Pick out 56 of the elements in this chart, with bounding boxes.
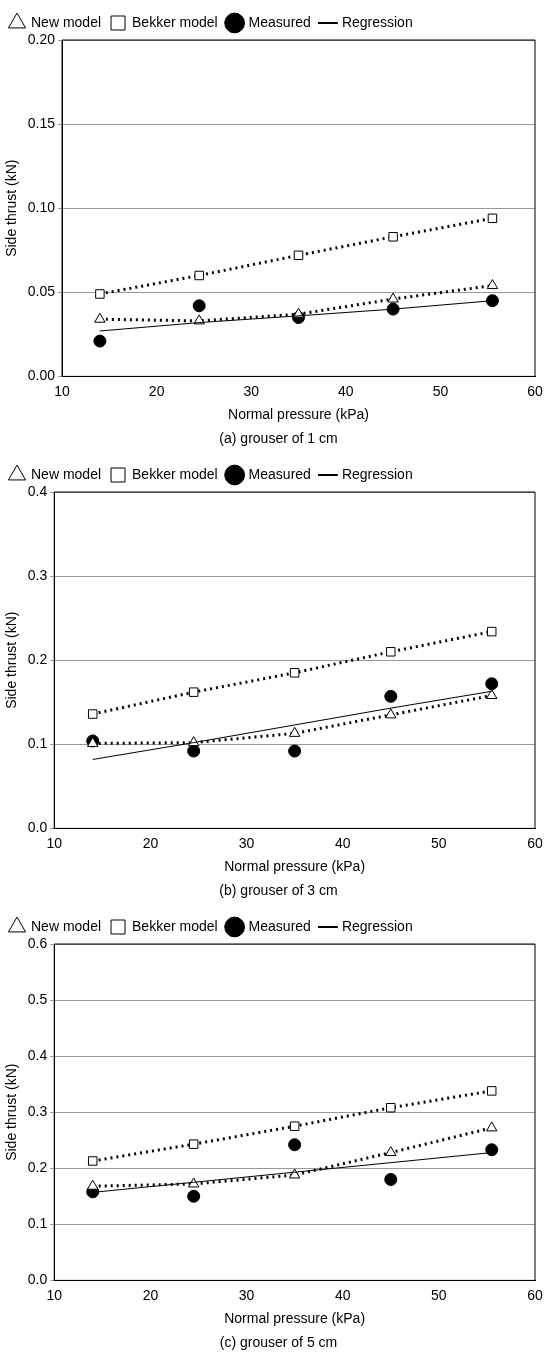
x-tick-label: 20 [142, 834, 159, 851]
y-axis-title: Side thrust (kN) [3, 611, 20, 709]
legend-label: Bekker model [132, 917, 218, 934]
y-tick-label: 0.00 [27, 367, 56, 384]
legend-label: Bekker model [132, 13, 218, 30]
x-axis-title: Normal pressure (kPa) [224, 858, 366, 875]
legend-label: Measured [248, 465, 311, 482]
y-tick-label: 0.1 [27, 1215, 48, 1232]
y-tick-label: 0.2 [27, 651, 48, 668]
x-tick-label: 10 [54, 382, 71, 399]
y-tick-label: 0.4 [27, 482, 48, 499]
y-axis-title: Side thrust (kN) [3, 159, 20, 257]
legend-label: New model [31, 465, 102, 482]
y-tick-label: 0.4 [27, 1046, 48, 1063]
x-tick-label: 20 [142, 1286, 159, 1303]
y-axis-title: Side thrust (kN) [3, 1063, 20, 1161]
x-tick-label: 30 [243, 382, 260, 399]
x-tick-label: 40 [334, 834, 351, 851]
legend-label: Measured [248, 917, 311, 934]
y-tick-label: 0.2 [27, 1159, 48, 1176]
x-tick-label: 60 [527, 382, 543, 399]
x-tick-label: 20 [148, 382, 165, 399]
x-tick-label: 60 [527, 1286, 543, 1303]
x-tick-label: 50 [431, 834, 447, 851]
y-tick-label: 0.10 [27, 199, 56, 216]
legend-label: New model [31, 13, 102, 30]
x-tick-label: 30 [238, 1286, 255, 1303]
x-tick-label: 40 [334, 1286, 351, 1303]
y-tick-label: 0.3 [27, 566, 48, 583]
legend-label: Bekker model [132, 465, 218, 482]
text: (c) grouser of 5 cm [218, 1333, 339, 1352]
x-tick-label: 30 [238, 834, 255, 851]
y-tick-label: 0.05 [27, 283, 56, 300]
y-tick-label: 0.0 [27, 819, 48, 836]
y-tick-label: 0.1 [27, 735, 48, 752]
text: (a) grouser of 1 cm [218, 429, 339, 448]
y-tick-label: 0.6 [27, 934, 48, 951]
y-tick-label: 0.15 [27, 114, 56, 131]
x-tick-label: 10 [46, 1286, 63, 1303]
x-tick-label: 60 [527, 834, 543, 851]
x-axis-title: Normal pressure (kPa) [224, 1310, 366, 1327]
legend-label: Regression [341, 13, 413, 30]
x-tick-label: 50 [431, 1286, 447, 1303]
x-tick-label: 50 [432, 382, 449, 399]
y-tick-label: 0.5 [27, 990, 48, 1007]
legend-label: Regression [341, 465, 413, 482]
x-tick-label: 40 [338, 382, 354, 399]
legend-label: New model [31, 917, 102, 934]
text: (b) grouser of 3 cm [218, 881, 339, 900]
legend-label: Regression [341, 917, 413, 934]
y-tick-label: 0.20 [27, 30, 56, 47]
y-tick-label: 0.3 [27, 1103, 48, 1120]
x-tick-label: 10 [46, 834, 63, 851]
legend-label: Measured [248, 13, 311, 30]
x-axis-title: Normal pressure (kPa) [228, 406, 369, 423]
y-tick-label: 0.0 [27, 1271, 48, 1288]
